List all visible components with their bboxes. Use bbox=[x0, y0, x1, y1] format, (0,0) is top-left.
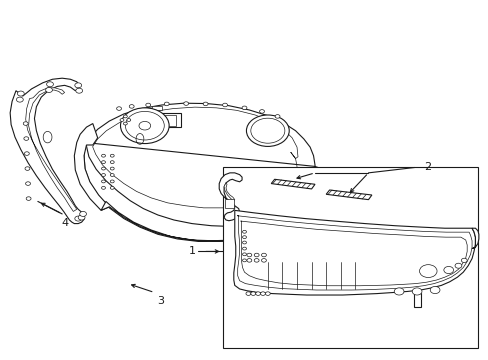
Circle shape bbox=[110, 186, 114, 189]
Circle shape bbox=[242, 106, 246, 110]
Circle shape bbox=[246, 253, 251, 257]
Circle shape bbox=[393, 288, 403, 295]
Circle shape bbox=[265, 292, 270, 296]
Polygon shape bbox=[325, 190, 371, 200]
Circle shape bbox=[102, 186, 105, 189]
Circle shape bbox=[102, 180, 105, 183]
Circle shape bbox=[183, 102, 188, 105]
Circle shape bbox=[125, 111, 164, 140]
Circle shape bbox=[254, 258, 259, 262]
Circle shape bbox=[75, 83, 81, 88]
Circle shape bbox=[250, 292, 255, 296]
Circle shape bbox=[17, 97, 23, 102]
Circle shape bbox=[222, 103, 227, 107]
Circle shape bbox=[429, 287, 439, 294]
Polygon shape bbox=[413, 293, 420, 307]
Circle shape bbox=[255, 292, 260, 296]
Circle shape bbox=[123, 115, 127, 118]
Circle shape bbox=[460, 258, 466, 262]
Circle shape bbox=[261, 253, 266, 257]
Circle shape bbox=[102, 161, 105, 163]
Circle shape bbox=[250, 118, 285, 143]
Circle shape bbox=[25, 182, 30, 185]
Circle shape bbox=[18, 91, 24, 96]
Circle shape bbox=[261, 258, 266, 262]
Circle shape bbox=[246, 115, 288, 147]
Circle shape bbox=[120, 118, 123, 121]
Circle shape bbox=[110, 180, 114, 183]
Circle shape bbox=[45, 87, 52, 93]
Circle shape bbox=[120, 108, 169, 144]
Circle shape bbox=[242, 241, 246, 244]
Bar bbox=[157, 115, 176, 126]
Bar bbox=[222, 167, 477, 348]
Circle shape bbox=[80, 211, 86, 216]
Circle shape bbox=[242, 247, 246, 250]
Polygon shape bbox=[271, 179, 314, 189]
Circle shape bbox=[454, 263, 461, 268]
Circle shape bbox=[126, 118, 130, 121]
Circle shape bbox=[78, 215, 85, 220]
Circle shape bbox=[411, 288, 421, 295]
Circle shape bbox=[139, 121, 150, 130]
Circle shape bbox=[110, 167, 114, 170]
Circle shape bbox=[116, 107, 121, 111]
Circle shape bbox=[419, 265, 436, 278]
Circle shape bbox=[123, 122, 127, 125]
Circle shape bbox=[443, 266, 453, 274]
Circle shape bbox=[102, 167, 105, 170]
Bar bbox=[224, 199, 233, 208]
Circle shape bbox=[260, 292, 265, 296]
Circle shape bbox=[23, 122, 28, 125]
Circle shape bbox=[46, 82, 53, 87]
Circle shape bbox=[246, 258, 251, 262]
Circle shape bbox=[259, 110, 264, 113]
Polygon shape bbox=[101, 202, 311, 242]
Circle shape bbox=[242, 230, 246, 233]
Circle shape bbox=[242, 259, 246, 262]
Polygon shape bbox=[471, 228, 478, 249]
Circle shape bbox=[245, 292, 250, 296]
Polygon shape bbox=[10, 78, 84, 224]
Circle shape bbox=[145, 103, 150, 107]
Polygon shape bbox=[84, 103, 329, 242]
Circle shape bbox=[26, 197, 31, 201]
Circle shape bbox=[242, 253, 246, 256]
Polygon shape bbox=[233, 210, 474, 295]
Text: 4: 4 bbox=[61, 218, 68, 228]
Polygon shape bbox=[224, 183, 234, 202]
Bar bbox=[154, 113, 181, 127]
Circle shape bbox=[129, 105, 134, 108]
Circle shape bbox=[24, 152, 29, 156]
Circle shape bbox=[110, 154, 114, 157]
Circle shape bbox=[110, 174, 114, 176]
Text: 1: 1 bbox=[188, 247, 196, 256]
Circle shape bbox=[275, 114, 280, 118]
Circle shape bbox=[203, 102, 207, 106]
Circle shape bbox=[24, 137, 29, 140]
Circle shape bbox=[254, 253, 259, 257]
Text: 2: 2 bbox=[424, 162, 430, 172]
Circle shape bbox=[76, 88, 82, 93]
Circle shape bbox=[102, 154, 105, 157]
Circle shape bbox=[164, 102, 169, 106]
Polygon shape bbox=[74, 123, 109, 210]
Circle shape bbox=[242, 236, 246, 239]
Circle shape bbox=[110, 161, 114, 163]
Circle shape bbox=[75, 216, 81, 221]
Polygon shape bbox=[219, 173, 242, 221]
Circle shape bbox=[25, 167, 30, 170]
Polygon shape bbox=[26, 88, 77, 211]
Circle shape bbox=[102, 174, 105, 176]
Text: 3: 3 bbox=[157, 296, 163, 306]
Bar bbox=[152, 106, 162, 111]
